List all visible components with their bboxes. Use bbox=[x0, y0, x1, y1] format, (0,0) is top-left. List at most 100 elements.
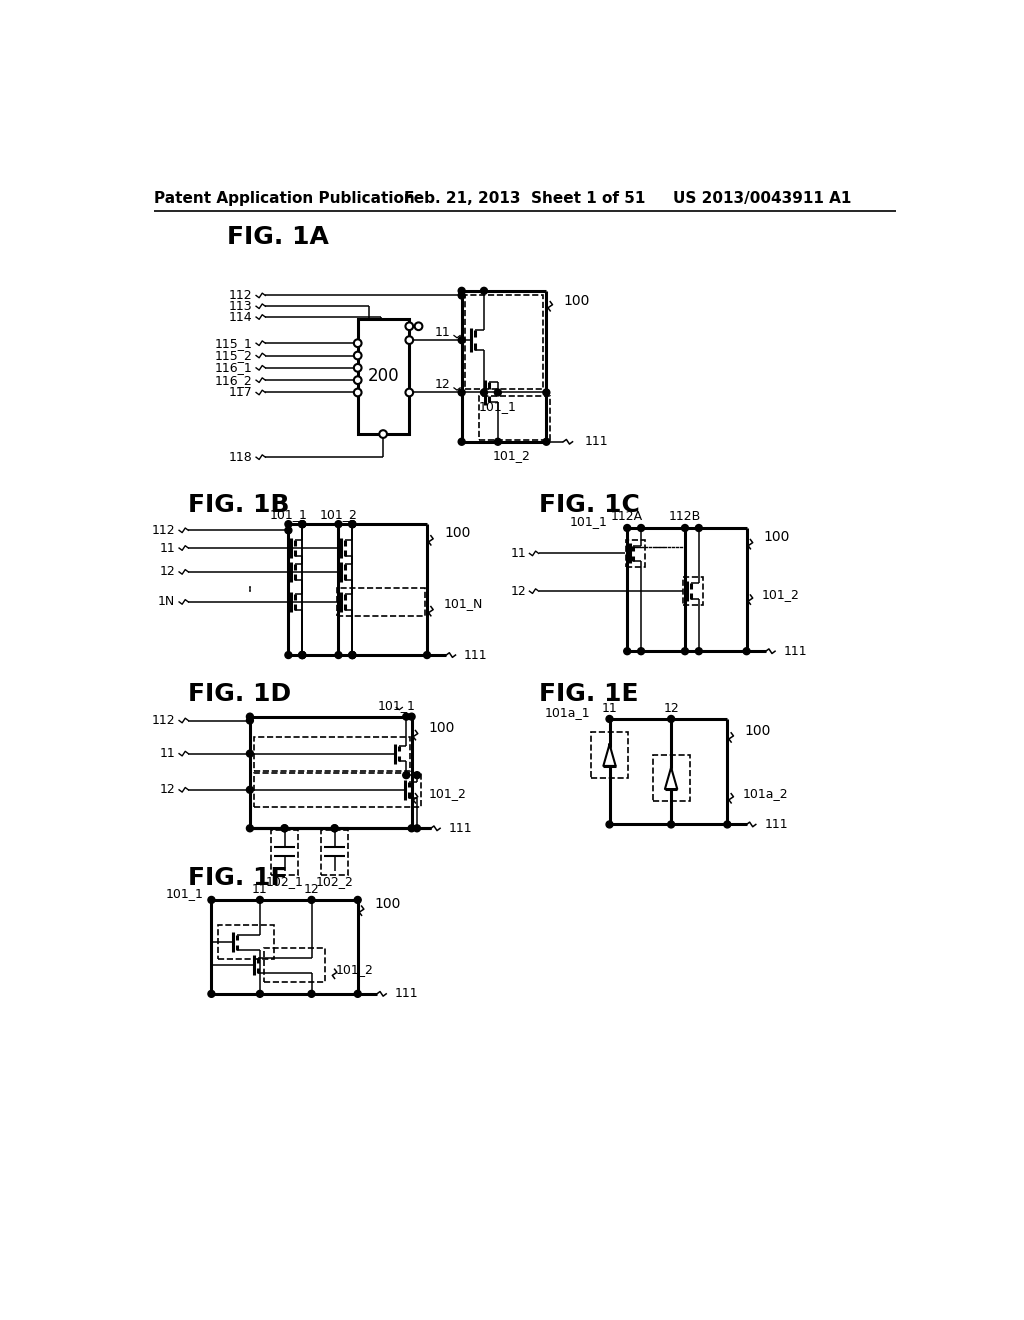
Circle shape bbox=[458, 438, 465, 445]
Circle shape bbox=[299, 520, 306, 528]
Text: FIG. 1D: FIG. 1D bbox=[188, 681, 292, 706]
Text: 11: 11 bbox=[511, 546, 526, 560]
Circle shape bbox=[458, 288, 465, 294]
Text: 117: 117 bbox=[228, 385, 252, 399]
Bar bbox=[321, 830, 348, 875]
Circle shape bbox=[724, 821, 731, 828]
Text: 12: 12 bbox=[160, 783, 175, 796]
Circle shape bbox=[247, 825, 253, 832]
Circle shape bbox=[543, 438, 550, 445]
Text: 101_1: 101_1 bbox=[570, 515, 608, 528]
Text: 100: 100 bbox=[429, 721, 455, 735]
Text: 101a_2: 101a_2 bbox=[742, 787, 788, 800]
Text: 11: 11 bbox=[252, 883, 268, 896]
Circle shape bbox=[480, 389, 487, 396]
Circle shape bbox=[208, 990, 215, 998]
Text: 111: 111 bbox=[464, 648, 487, 661]
Circle shape bbox=[606, 821, 613, 828]
Circle shape bbox=[335, 520, 342, 528]
Bar bbox=[357, 318, 410, 434]
Text: FIG. 1C: FIG. 1C bbox=[539, 492, 640, 517]
Circle shape bbox=[285, 527, 292, 533]
Circle shape bbox=[282, 825, 288, 832]
Text: 12: 12 bbox=[511, 585, 526, 598]
Text: 101_N: 101_N bbox=[444, 597, 483, 610]
Circle shape bbox=[208, 896, 215, 903]
Bar bbox=[337, 589, 425, 615]
Bar bbox=[254, 774, 421, 807]
Circle shape bbox=[606, 715, 613, 722]
Text: 200: 200 bbox=[368, 367, 399, 385]
Circle shape bbox=[354, 351, 361, 359]
Polygon shape bbox=[665, 767, 677, 789]
Circle shape bbox=[695, 524, 702, 532]
Text: FIG. 1B: FIG. 1B bbox=[188, 492, 290, 517]
Text: 101_1: 101_1 bbox=[377, 698, 415, 711]
Text: 12: 12 bbox=[664, 702, 679, 714]
Circle shape bbox=[414, 772, 421, 779]
Circle shape bbox=[285, 520, 292, 528]
Circle shape bbox=[624, 524, 631, 532]
Circle shape bbox=[743, 648, 750, 655]
Text: 113: 113 bbox=[228, 300, 252, 313]
Text: 102_2: 102_2 bbox=[315, 875, 353, 888]
Circle shape bbox=[379, 430, 387, 438]
Text: 101_2: 101_2 bbox=[762, 589, 800, 602]
Circle shape bbox=[247, 787, 253, 793]
Circle shape bbox=[282, 825, 288, 832]
Text: 111: 111 bbox=[449, 822, 472, 834]
Circle shape bbox=[308, 896, 315, 903]
Circle shape bbox=[682, 524, 688, 532]
Circle shape bbox=[349, 652, 355, 659]
Text: 11: 11 bbox=[602, 702, 617, 714]
Circle shape bbox=[256, 896, 263, 903]
Circle shape bbox=[414, 825, 421, 832]
Circle shape bbox=[256, 990, 263, 998]
Circle shape bbox=[409, 713, 415, 721]
Circle shape bbox=[406, 322, 413, 330]
Text: Feb. 21, 2013  Sheet 1 of 51: Feb. 21, 2013 Sheet 1 of 51 bbox=[404, 191, 645, 206]
Circle shape bbox=[299, 652, 306, 659]
Text: FIG. 1A: FIG. 1A bbox=[226, 224, 329, 249]
Text: 101_2: 101_2 bbox=[429, 787, 466, 800]
Circle shape bbox=[335, 652, 342, 659]
Circle shape bbox=[299, 520, 306, 528]
Circle shape bbox=[299, 652, 306, 659]
Circle shape bbox=[638, 524, 644, 532]
Text: 12: 12 bbox=[304, 883, 319, 896]
Text: 116_2: 116_2 bbox=[214, 374, 252, 387]
Bar bbox=[270, 830, 298, 875]
Circle shape bbox=[402, 772, 410, 779]
Text: 100: 100 bbox=[444, 527, 470, 540]
Text: 101a_1: 101a_1 bbox=[545, 706, 590, 719]
Bar bbox=[652, 755, 689, 801]
Circle shape bbox=[495, 389, 502, 396]
Text: 111: 111 bbox=[783, 644, 807, 657]
Text: 100: 100 bbox=[744, 723, 771, 738]
Circle shape bbox=[354, 388, 361, 396]
Text: 101_2: 101_2 bbox=[319, 508, 357, 521]
Circle shape bbox=[349, 652, 355, 659]
Bar bbox=[254, 737, 410, 771]
Circle shape bbox=[354, 364, 361, 372]
Circle shape bbox=[424, 652, 430, 659]
Bar bbox=[591, 733, 628, 779]
Circle shape bbox=[458, 337, 465, 343]
Circle shape bbox=[543, 389, 550, 396]
Text: FIG. 1E: FIG. 1E bbox=[539, 681, 638, 706]
Circle shape bbox=[247, 750, 253, 758]
Text: 101_2: 101_2 bbox=[336, 962, 374, 975]
Text: 102_1: 102_1 bbox=[265, 875, 303, 888]
Text: 11: 11 bbox=[160, 541, 175, 554]
Circle shape bbox=[402, 713, 410, 721]
Circle shape bbox=[638, 648, 644, 655]
Circle shape bbox=[354, 376, 361, 384]
Text: 115_2: 115_2 bbox=[214, 348, 252, 362]
Text: 101_1: 101_1 bbox=[478, 400, 516, 413]
Circle shape bbox=[349, 520, 355, 528]
Circle shape bbox=[409, 825, 415, 832]
Circle shape bbox=[331, 825, 338, 832]
Text: 112A: 112A bbox=[611, 510, 643, 523]
Bar bbox=[626, 540, 645, 568]
Text: 11: 11 bbox=[160, 747, 175, 760]
